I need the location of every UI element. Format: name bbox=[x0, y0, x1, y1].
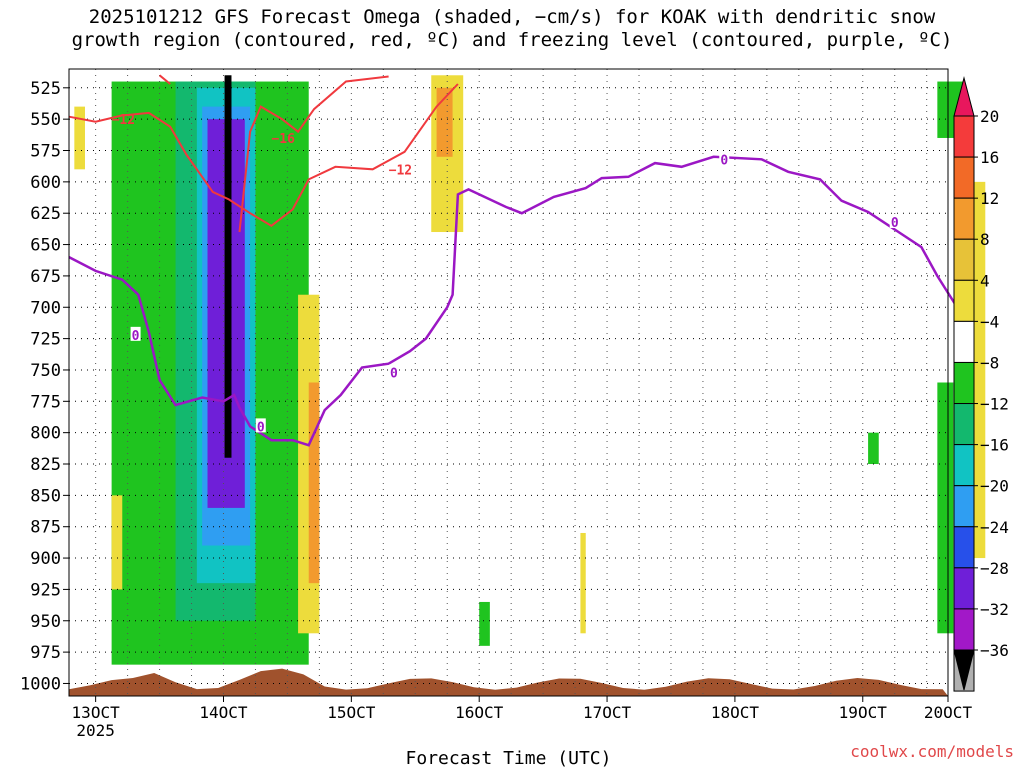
colorbar-swatch bbox=[953, 197, 975, 240]
colorbar-swatch bbox=[953, 156, 975, 199]
x-tick-label: 15OCT bbox=[327, 703, 376, 722]
isotherm-line--16 bbox=[238, 75, 389, 233]
grid-lines bbox=[69, 69, 948, 696]
isotherm-line--12 bbox=[68, 83, 459, 228]
x-tick-sublabel: 2025 bbox=[76, 721, 115, 740]
omega-region-omega-black bbox=[224, 75, 232, 458]
colorbar-swatch bbox=[953, 115, 975, 158]
y-tick-label: 875 bbox=[30, 518, 61, 538]
y-tick-label: 850 bbox=[30, 486, 61, 506]
plot-frame bbox=[68, 68, 949, 697]
colorbar-level-label: −36 bbox=[980, 641, 1009, 660]
colorbar-level-label: −28 bbox=[980, 559, 1009, 578]
isotherm-label--12: −12 bbox=[112, 113, 135, 128]
y-tick-label: 775 bbox=[30, 392, 61, 412]
colorbar-swatch bbox=[953, 279, 975, 322]
omega-region-omega-yellow-2 bbox=[111, 495, 123, 590]
credit-link[interactable]: coolwx.com/models bbox=[850, 742, 1014, 761]
omega-region-omega-orange-1 bbox=[308, 382, 320, 584]
freezing-level-label-3: 0 bbox=[720, 153, 728, 168]
y-tick-label: 750 bbox=[30, 361, 61, 381]
y-tick-label: 725 bbox=[30, 330, 61, 350]
colorbar-swatch bbox=[953, 403, 975, 446]
dendritic-growth-contours: −12 −16 −12 bbox=[68, 74, 459, 233]
omega-region-omega-green-4 bbox=[937, 382, 954, 634]
isotherm-label--16: −16 bbox=[271, 132, 295, 147]
x-axis-label: Forecast Time (UTC) bbox=[406, 748, 612, 768]
colorbar-level-label: 8 bbox=[980, 230, 990, 249]
colorbar: 20 16 12 8 4 −4 −8 −12 −16 −20 −24 −28 −32 −36 bbox=[953, 76, 1009, 692]
y-tick-label: 800 bbox=[30, 424, 61, 444]
freezing-label-bg-1 bbox=[255, 418, 266, 433]
chart-title: 2025101212 GFS Forecast Omega (shaded, −… bbox=[0, 6, 1024, 52]
colorbar-level-label: −32 bbox=[980, 600, 1009, 619]
y-tick-label: 925 bbox=[30, 580, 61, 600]
freezing-label-bg-4 bbox=[889, 213, 900, 228]
y-tick-label: 1000 bbox=[20, 674, 61, 694]
freezing-level-label-1: 0 bbox=[257, 420, 265, 435]
x-tick-label: 19OCT bbox=[839, 703, 888, 722]
colorbar-level-label: −24 bbox=[980, 518, 1009, 537]
freezing-level-label-4: 0 bbox=[891, 216, 899, 231]
omega-region-omega-yellow-1 bbox=[74, 106, 85, 170]
colorbar-level-label: 4 bbox=[980, 271, 990, 290]
chart-title-line-1: 2025101212 GFS Forecast Omega (shaded, −… bbox=[88, 6, 936, 28]
colorbar-swatch bbox=[953, 444, 975, 487]
y-tick-label: 625 bbox=[30, 204, 61, 224]
freezing-label-bg-2 bbox=[388, 364, 399, 379]
colorbar-swatch bbox=[953, 485, 975, 528]
y-tick-label: 650 bbox=[30, 236, 61, 256]
y-tick-label: 825 bbox=[30, 455, 61, 475]
y-tick-label: 600 bbox=[30, 173, 61, 193]
isotherm-line--12b bbox=[158, 74, 171, 85]
y-tick-label: 550 bbox=[30, 110, 61, 130]
isotherm-label--12b: −12 bbox=[389, 163, 412, 178]
colorbar-swatch bbox=[953, 320, 975, 363]
y-tick-label: 700 bbox=[30, 298, 61, 318]
x-tick-label: 20OCT bbox=[924, 703, 973, 722]
y-tick-label: 975 bbox=[30, 643, 61, 663]
colorbar-level-label: 20 bbox=[980, 107, 999, 126]
colorbar-level-label: 16 bbox=[980, 148, 999, 167]
x-tick-label: 17OCT bbox=[583, 703, 632, 722]
x-tick-label: 14OCT bbox=[199, 703, 248, 722]
x-tick-label: 16OCT bbox=[455, 703, 504, 722]
colorbar-level-label: −4 bbox=[980, 312, 999, 331]
y-tick-label: 950 bbox=[30, 612, 61, 632]
y-tick-label: 525 bbox=[30, 79, 61, 99]
omega-region-omega-yellow-5 bbox=[580, 532, 586, 634]
colorbar-level-label: −8 bbox=[980, 353, 999, 372]
freezing-label-bg-0 bbox=[130, 326, 141, 341]
y-axis: 525 550 575 600 625 650 675 700 725 750 775 800 825 8… bbox=[20, 79, 69, 694]
omega-region-omega-orange-2 bbox=[436, 87, 453, 157]
colorbar-level-label: 12 bbox=[980, 189, 999, 208]
freezing-level-label-0: 0 bbox=[132, 329, 140, 344]
colorbar-swatch bbox=[953, 526, 975, 569]
y-tick-label: 900 bbox=[30, 549, 61, 569]
y-tick-label: 675 bbox=[30, 267, 61, 287]
omega-region-omega-green-2 bbox=[479, 601, 490, 646]
omega-region-omega-green-5 bbox=[868, 432, 879, 465]
freezing-level-label-2: 0 bbox=[390, 366, 398, 381]
colorbar-level-label: −16 bbox=[980, 436, 1009, 455]
freezing-label-bg-3 bbox=[719, 151, 730, 166]
colorbar-level-label: −12 bbox=[980, 395, 1009, 414]
colorbar-bottom-arrow bbox=[953, 649, 975, 691]
colorbar-swatch bbox=[953, 608, 975, 651]
chart-title-line-2: growth region (contoured, red, ºC) and f… bbox=[71, 29, 953, 51]
y-tick-label: 575 bbox=[30, 142, 61, 162]
terrain-fill bbox=[69, 668, 948, 696]
colorbar-swatch bbox=[953, 361, 975, 405]
x-tick-label: 18OCT bbox=[711, 703, 760, 722]
colorbar-level-label: −20 bbox=[980, 477, 1009, 496]
x-tick-label: 13OCT bbox=[72, 703, 121, 722]
freezing-level-line bbox=[68, 155, 970, 447]
colorbar-swatch bbox=[953, 567, 975, 610]
colorbar-swatch bbox=[953, 238, 975, 281]
